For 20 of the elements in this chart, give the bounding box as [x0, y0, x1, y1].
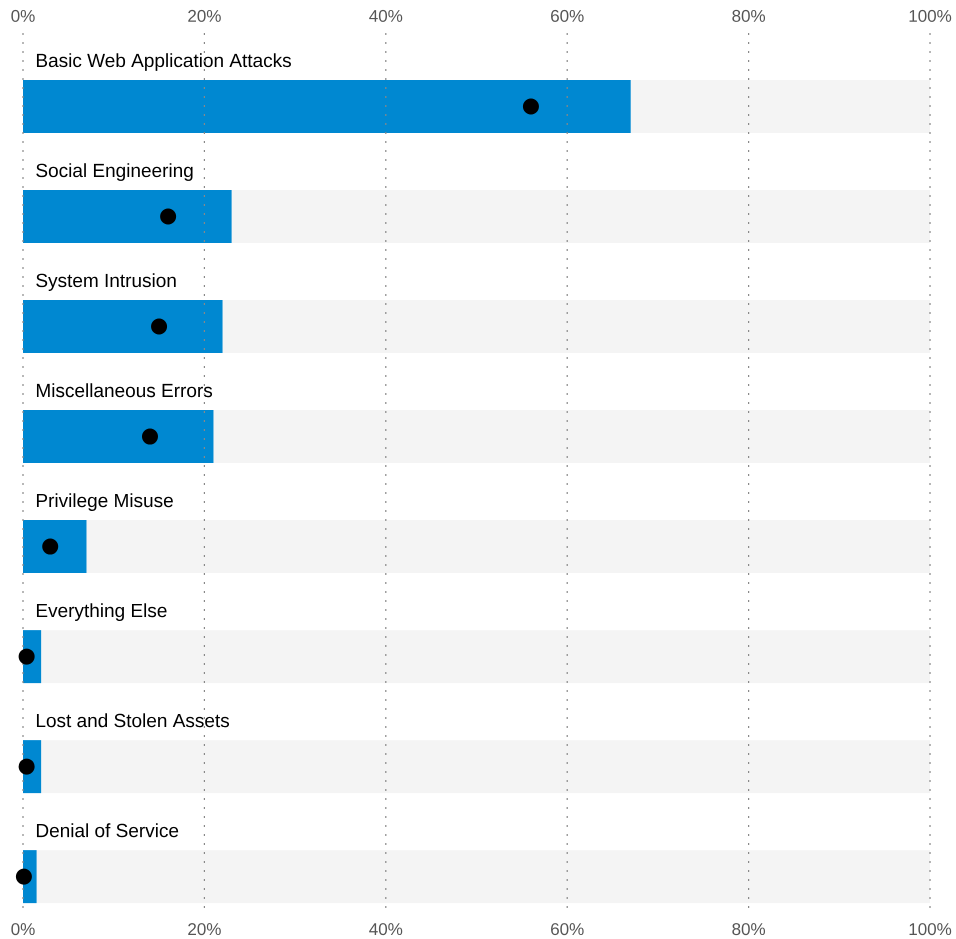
- y-tick-label: Everything Else: [36, 603, 167, 621]
- x-tick-label: 20%: [188, 10, 221, 22]
- x2-tick-label: 20%: [188, 923, 221, 936]
- x2-tick-label: 60%: [551, 923, 584, 936]
- x2-tick-label: 80%: [732, 923, 766, 936]
- x-tick-label: 0%: [11, 10, 35, 22]
- y-tick-label: Privilege Misuse: [36, 493, 173, 511]
- x2-tick-label: 0%: [11, 923, 35, 936]
- x-tick-label: 60%: [551, 10, 584, 22]
- y-tick-label: Miscellaneous Errors: [36, 383, 212, 398]
- x2-tick-label: 100%: [910, 923, 952, 936]
- y-tick-label: Basic Web Application Attacks: [36, 53, 291, 71]
- y-tick-label: Lost and Stolen Assets: [36, 713, 230, 728]
- x2-tick-label: 40%: [369, 923, 402, 936]
- x-tick-label: 80%: [732, 10, 766, 22]
- y-tick-label: Social Engineering: [36, 163, 193, 181]
- y-tick-label: System Intrusion: [36, 273, 176, 291]
- x-tick-label: 100%: [910, 10, 952, 22]
- x-tick-label: 40%: [369, 10, 402, 22]
- y-tick-label: Denial of Service: [36, 823, 178, 838]
